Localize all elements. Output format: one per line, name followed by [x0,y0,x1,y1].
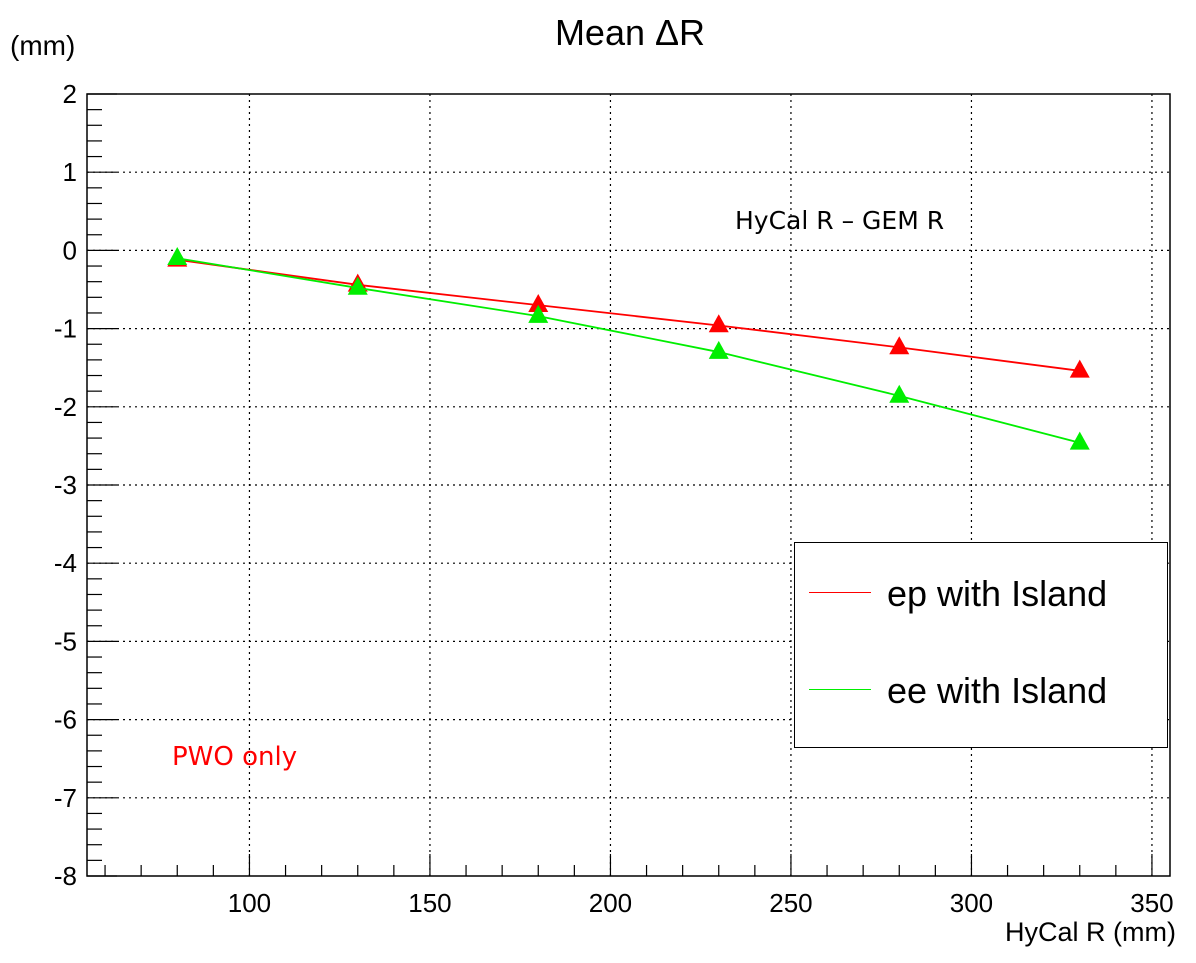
y-tick-label: -2 [54,392,77,422]
series-point-0 [708,314,729,333]
legend-label-ep: ep with Island [887,573,1108,614]
y-axis-label: (mm) [10,30,76,61]
x-tick-label: 300 [950,888,993,918]
y-tick-label: 1 [63,157,77,187]
annotation-difference: HyCal R – GEM R [735,206,945,235]
y-axis-ticks: 2 1 0 -1 -2 -3 -4 -5 -6 -7 -8 [54,79,117,891]
y-tick-label: -1 [54,314,77,344]
y-tick-label: -6 [54,705,77,735]
legend-entry-ee: ee with Island [795,660,1167,720]
legend-swatch-ee [809,689,871,690]
series-point-0 [1069,359,1090,378]
series-point-1 [1069,431,1090,450]
annotation-pwo-only: PWO only [172,742,298,772]
series-point-0 [528,293,549,312]
y-tick-label: -3 [54,470,77,500]
series-point-1 [889,384,910,403]
y-tick-label: 0 [63,235,77,265]
legend-entry-ep: ep with Island [795,563,1167,623]
series-line-1 [177,257,1080,444]
plot-frame [86,93,1171,877]
legend-label-ee: ee with Island [887,670,1108,711]
series-point-0 [889,336,910,355]
y-tick-label: -7 [54,783,77,813]
legend-swatch-ep [809,592,871,593]
series-point-1 [347,276,368,295]
series-point-1 [528,304,549,323]
x-axis-ticks: 100 150 200 250 300 350 [104,854,1174,918]
series-point-1 [167,247,188,266]
x-tick-label: 250 [769,888,812,918]
y-tick-label: -8 [54,861,77,891]
chart-title: Mean ΔR [554,12,706,53]
series-point-1 [708,340,729,359]
grid-lines [87,94,1170,876]
x-tick-label: 350 [1130,888,1173,918]
x-tick-label: 150 [408,888,451,918]
y-tick-label: -4 [54,548,77,578]
x-axis-label: HyCal R (mm) [1005,917,1176,947]
y-tick-label: 2 [63,79,77,109]
series-layer [167,247,1090,450]
x-tick-label: 100 [228,888,271,918]
y-tick-label: -5 [54,626,77,656]
series-line-0 [177,258,1080,372]
x-tick-label: 200 [589,888,632,918]
legend: ep with Island ee with Island [794,542,1168,748]
